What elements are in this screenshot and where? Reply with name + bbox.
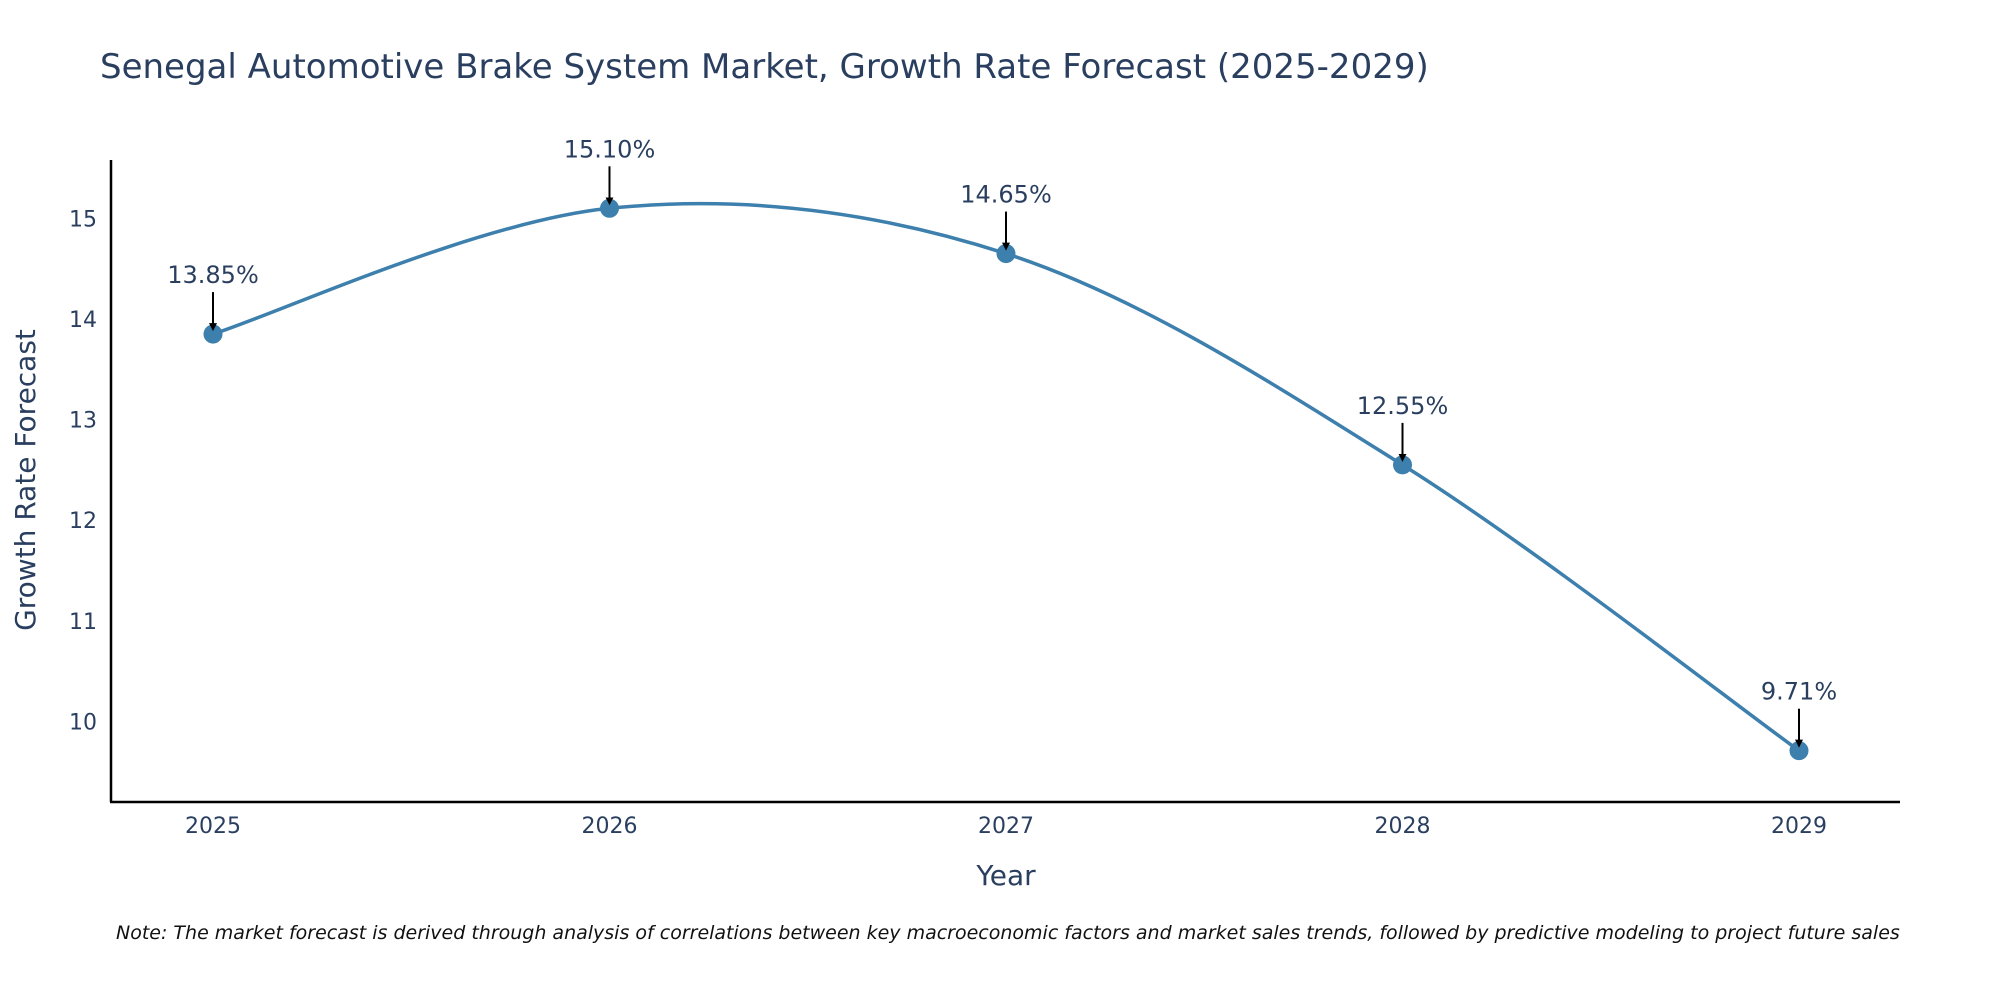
x-tick-label: 2026 [582, 814, 638, 839]
data-point [1393, 455, 1412, 475]
y-tick-label: 13 [69, 409, 97, 434]
series-line [212, 201, 1801, 753]
x-tick-label: 2027 [978, 814, 1034, 839]
y-tick-label: 10 [69, 710, 97, 735]
data-label: 14.65% [960, 181, 1052, 209]
chart-title: Senegal Automotive Brake System Market, … [100, 47, 1429, 87]
data-label: 15.10% [564, 135, 656, 163]
y-tick-label: 11 [69, 610, 97, 635]
x-tick-label: 2029 [1771, 814, 1827, 839]
y-tick-label: 14 [69, 308, 97, 333]
x-axis-label: Year [975, 859, 1036, 892]
y-axis-label: Growth Rate Forecast [9, 329, 42, 631]
data-label: 9.71% [1761, 678, 1837, 706]
y-tick-label: 15 [69, 207, 97, 232]
x-tick-label: 2028 [1375, 814, 1431, 839]
footnote: Note: The market forecast is derived thr… [116, 922, 1900, 944]
data-point [996, 244, 1016, 264]
y-tick-label: 12 [69, 509, 97, 534]
data-point [1789, 741, 1809, 761]
y-axis-ticks: 10 11 12 13 14 15 [69, 207, 97, 735]
x-axis-ticks: 2025 2026 2027 2028 2029 [185, 814, 1827, 839]
data-annotations: 13.85% 15.10% 14.65% 12.55% 9.71% [167, 135, 1837, 748]
x-tick-label: 2025 [185, 814, 241, 839]
data-markers [203, 198, 1809, 761]
data-label: 12.55% [1357, 392, 1449, 420]
data-point [203, 324, 223, 344]
data-label: 13.85% [167, 261, 259, 289]
data-point [600, 198, 619, 218]
